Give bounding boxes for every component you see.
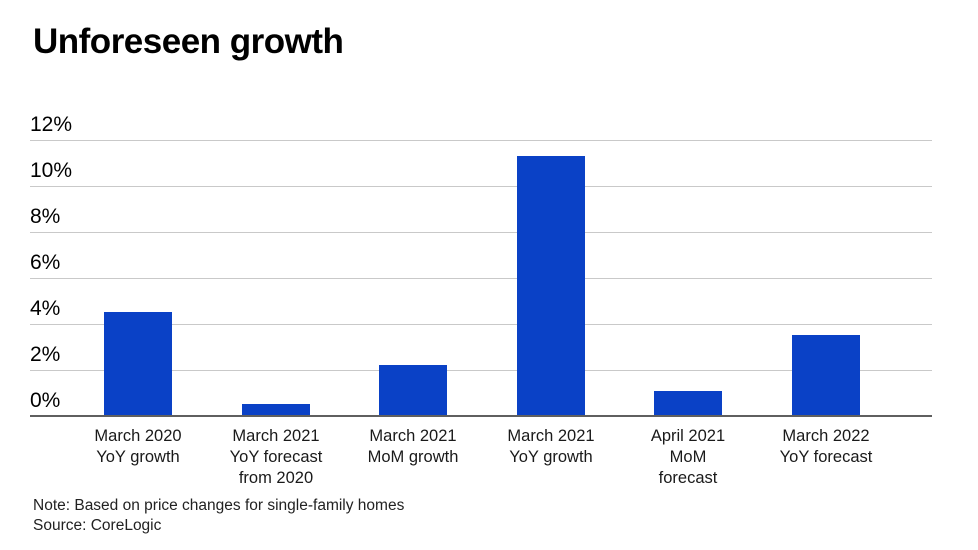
gridline: [30, 324, 932, 325]
y-tick-label: 0%: [30, 389, 61, 412]
y-tick-label: 6%: [30, 251, 61, 274]
x-axis-label: March 2022 YoY forecast: [779, 427, 873, 466]
gridline: [30, 232, 932, 233]
y-tick-label: 2%: [30, 343, 61, 366]
x-axis-label: March 2021 YoY forecast from 2020: [229, 427, 323, 487]
y-tick-label: 8%: [30, 205, 61, 228]
bar-4: [517, 156, 585, 416]
chart-source: Source: CoreLogic: [33, 517, 162, 534]
gridline: [30, 140, 932, 141]
x-axis-label: April 2021 MoM forecast: [650, 427, 726, 487]
y-tick-label: 10%: [30, 159, 73, 182]
y-tick-label: 12%: [30, 113, 73, 136]
gridline: [30, 370, 932, 371]
y-tick-label: 4%: [30, 297, 61, 320]
x-axis-label: March 2021 YoY growth: [507, 427, 595, 466]
bar-5: [654, 391, 722, 416]
bar-6: [792, 335, 860, 416]
x-axis-label: March 2021 MoM growth: [367, 427, 459, 466]
x-axis-label: March 2020 YoY growth: [94, 427, 182, 466]
bar-3: [379, 365, 447, 416]
gridline: [30, 278, 932, 279]
gridline: [30, 186, 932, 187]
page-title: Unforeseen growth: [33, 22, 344, 61]
chart-note: Note: Based on price changes for single-…: [33, 497, 405, 514]
x-axis-line: [30, 415, 932, 417]
bar-2: [242, 404, 310, 416]
bar-1: [104, 312, 172, 416]
